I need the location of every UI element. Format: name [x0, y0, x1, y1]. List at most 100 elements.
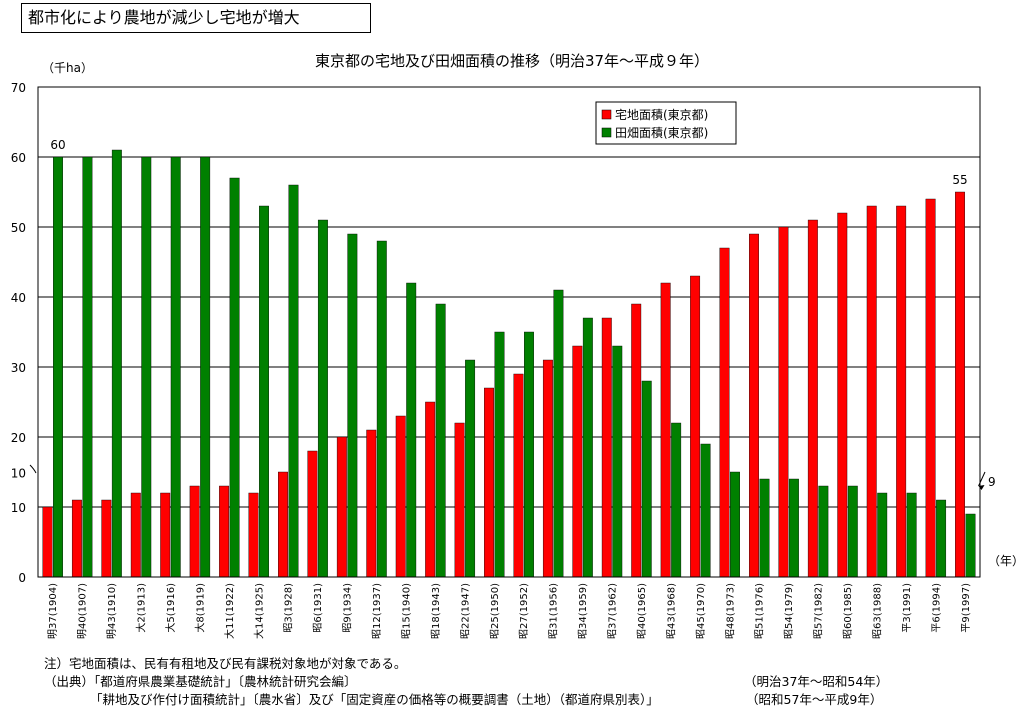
bar-farmland [759, 478, 770, 578]
plot-frame [37, 86, 981, 578]
x-tick-label: 明40(1907) [77, 583, 89, 639]
legend-label-residential: 宅地面積(東京都) [615, 107, 708, 122]
bar-residential [837, 212, 848, 578]
bar-residential [601, 317, 612, 578]
bar-residential [631, 303, 642, 578]
bar-residential [778, 226, 789, 578]
x-tick-label: 昭15(1940) [400, 583, 412, 639]
y-tick-label: 50 [11, 221, 26, 235]
annotation-label: 60 [50, 138, 65, 152]
bar-residential [572, 345, 583, 578]
footer-source-1: （出典）「都道府県農業基礎統計」〔農林統計研究会編〕 [44, 674, 357, 689]
bar-farmland [465, 359, 476, 578]
bar-farmland [111, 149, 122, 578]
x-tick-label: 昭12(1937) [371, 583, 383, 639]
bar-residential [866, 205, 877, 578]
bar-farmland [170, 156, 181, 578]
x-tick-label: 昭31(1956) [548, 583, 560, 639]
x-tick-label: 昭57(1982) [813, 583, 825, 639]
bar-farmland [553, 289, 564, 578]
footer-source-2: 「耕地及び作付け面積統計」〔農水省〕及び「固定資産の価格等の概要調書（土地）（都… [90, 692, 659, 707]
bar-farmland [965, 513, 976, 578]
bar-farmland [641, 380, 652, 578]
x-tick-label: 昭40(1965) [636, 583, 648, 639]
bar-residential [454, 422, 465, 578]
bar-farmland [818, 485, 829, 578]
bar-farmland [612, 345, 623, 578]
bar-farmland [200, 156, 211, 578]
y-tick-labels: 0 10 20 30 40 50 60 70 [11, 81, 26, 585]
legend-swatch-farmland [601, 127, 612, 138]
bar-residential [366, 429, 377, 578]
x-tick-label: 明37(1904) [47, 583, 59, 639]
bar-residential [71, 499, 82, 578]
y-tick-label: 0 [18, 571, 26, 585]
bar-residential [896, 205, 907, 578]
bar-residential [160, 492, 171, 578]
bar-residential [278, 471, 288, 578]
bar-farmland [700, 443, 711, 578]
bar-farmland [53, 156, 63, 578]
bar-residential [395, 415, 406, 578]
bar-farmland [906, 492, 917, 578]
x-tick-labels: 明37(1904) 明40(1907) 明43(1910) 大2(1913) 大5(19… [47, 583, 972, 639]
bar-farmland [877, 492, 888, 578]
bar-residential [189, 485, 200, 578]
bar-residential [955, 191, 965, 578]
x-tick-label: 昭54(1979) [783, 583, 795, 639]
x-axis-label: （年） [988, 554, 1024, 568]
bars [42, 149, 976, 578]
footer-source-2-period: （昭和57年～平成9年） [746, 692, 883, 707]
bar-chart: 東京都の宅地及び田畑面積の推移（明治37年～平成９年） （千ha） （年） 0 1… [11, 52, 1024, 639]
bar-residential [101, 499, 112, 578]
legend-box [595, 101, 737, 145]
bar-residential [219, 485, 230, 578]
x-tick-label: 昭3(1928) [283, 583, 295, 633]
bar-farmland [582, 317, 593, 578]
y-axis-label: （千ha） [42, 61, 93, 75]
bar-residential [425, 401, 436, 578]
bar-residential [307, 450, 318, 578]
x-tick-label: 昭34(1959) [577, 583, 589, 639]
legend-label-farmland: 田畑面積(東京都) [615, 125, 708, 140]
x-tick-label: 昭43(1968) [665, 583, 677, 639]
bar-residential [248, 492, 259, 578]
bar-farmland [259, 205, 269, 578]
bar-farmland [435, 303, 446, 578]
bar-residential [660, 282, 671, 578]
y-tick-label: 60 [11, 151, 26, 165]
bar-farmland [347, 233, 358, 578]
x-tick-label: 昭6(1931) [312, 583, 324, 633]
x-tick-label: 大11(1922) [223, 583, 236, 639]
x-tick-label: 昭45(1970) [695, 583, 707, 639]
x-tick-label: 平9(1997) [961, 583, 972, 633]
x-tick-label: 平3(1991) [902, 583, 913, 633]
headline-box: 都市化により農地が減少し宅地が増大 [21, 3, 371, 33]
bar-farmland [936, 499, 947, 578]
footer-source-1-period: （明治37年～昭和54年） [744, 674, 889, 689]
bar-farmland [847, 485, 858, 578]
y-tick-label: 20 [11, 431, 26, 445]
bar-residential [807, 219, 818, 578]
annotation-arrowhead [978, 485, 985, 490]
x-tick-label: 昭25(1950) [489, 583, 501, 639]
bar-residential [719, 247, 730, 578]
bar-residential [749, 233, 759, 578]
headline: 都市化により農地が減少し宅地が増大 [28, 8, 300, 27]
x-tick-label: 平6(1994) [931, 583, 942, 633]
y-tick-label: 40 [11, 291, 26, 305]
x-tick-label: 明43(1910) [106, 583, 118, 639]
bar-residential [336, 436, 347, 578]
bar-residential [484, 387, 494, 578]
x-tick-label: 大8(1919) [193, 583, 206, 633]
chart-title: 東京都の宅地及び田畑面積の推移（明治37年～平成９年） [315, 52, 709, 70]
bar-farmland [82, 156, 93, 578]
y-tick-label: 10 [11, 501, 26, 515]
x-tick-label: 昭51(1976) [754, 583, 766, 639]
bar-farmland [229, 177, 240, 578]
annotation-label: 10 [11, 467, 26, 481]
bar-farmland [406, 282, 417, 578]
bar-farmland [376, 240, 387, 578]
bar-residential [690, 275, 701, 578]
footer-note: 注）宅地面積は、民有有租地及び民有課税対象地が対象である。 [44, 656, 407, 671]
